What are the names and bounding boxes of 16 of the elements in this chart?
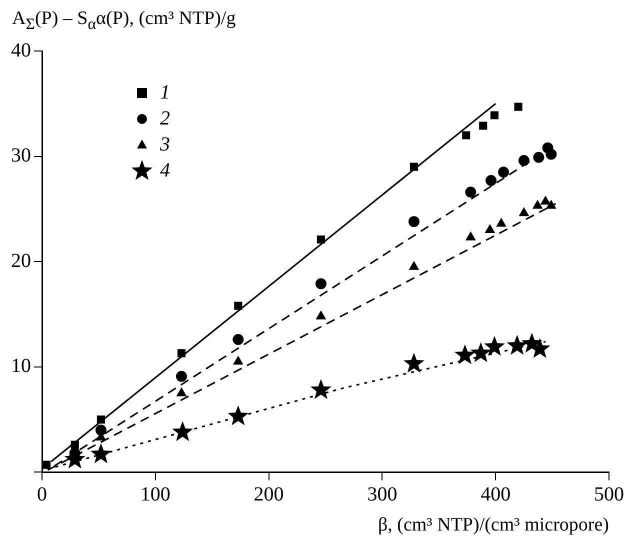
x-tick-label: 100: [140, 483, 170, 506]
legend-label: 3: [159, 133, 170, 156]
legend-label: 2: [160, 107, 170, 130]
y-tick-label: 30: [11, 144, 31, 167]
legend-label: 4: [160, 159, 170, 182]
y-tick-label: 10: [11, 355, 31, 378]
x-tick-label: 200: [254, 483, 284, 506]
y-axis-title: A$_{Σ}$(P) – S$_{α}$α(P), (cm³ NTP)/g: [11, 8, 237, 35]
legend-label: 1: [160, 81, 170, 104]
x-tick-label: 0: [37, 483, 47, 506]
x-axis-title: β, (cm³ NTP)/(cm³ micropore): [378, 514, 609, 536]
y-tick-label: 40: [11, 39, 31, 62]
x-tick-label: 500: [594, 483, 624, 506]
x-tick-label: 300: [367, 483, 398, 506]
y-tick-label: 20: [11, 250, 31, 272]
x-tick-label: 400: [480, 483, 511, 506]
